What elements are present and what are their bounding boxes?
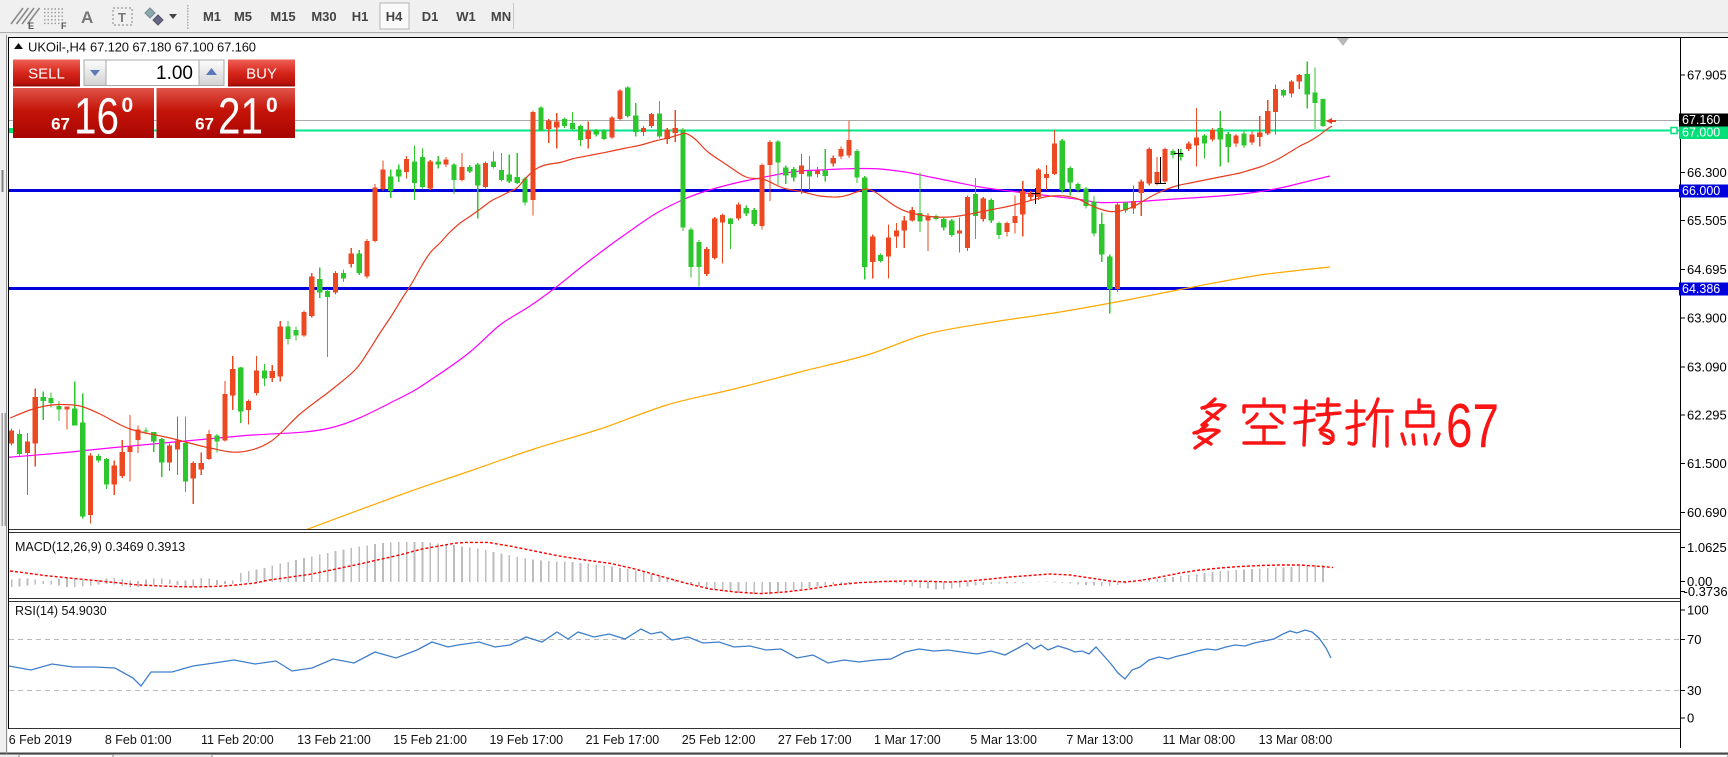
svg-text:64.695: 64.695 [1687, 262, 1727, 277]
svg-text:11 Feb 20:00: 11 Feb 20:00 [201, 733, 274, 747]
svg-text:UKOil-,H4: UKOil-,H4 [28, 40, 86, 55]
svg-text:H4: H4 [386, 9, 403, 24]
svg-text:RSI(14) 54.9030: RSI(14) 54.9030 [15, 604, 107, 618]
svg-text:H1: H1 [352, 9, 369, 24]
svg-text:W1: W1 [456, 9, 476, 24]
svg-text:66.000: 66.000 [1682, 184, 1720, 198]
svg-text:13 Feb 21:00: 13 Feb 21:00 [297, 733, 371, 747]
svg-text:67.120 67.180 67.100 67.160: 67.120 67.180 67.100 67.160 [90, 40, 256, 55]
svg-text:70: 70 [1687, 632, 1701, 647]
svg-text:13 Mar 08:00: 13 Mar 08:00 [1259, 733, 1333, 747]
svg-text:64.386: 64.386 [1682, 282, 1720, 296]
svg-text:21 Feb 17:00: 21 Feb 17:00 [586, 733, 660, 747]
svg-text:63.090: 63.090 [1687, 360, 1727, 375]
svg-text:19 Feb 17:00: 19 Feb 17:00 [489, 733, 563, 747]
svg-text:0: 0 [266, 94, 278, 117]
svg-text:67: 67 [195, 115, 214, 134]
svg-text:F: F [61, 21, 67, 31]
svg-text:M30: M30 [311, 9, 336, 24]
svg-text:7 Mar 13:00: 7 Mar 13:00 [1066, 733, 1133, 747]
svg-text:BUY: BUY [246, 66, 277, 83]
svg-text:M15: M15 [270, 9, 295, 24]
svg-text:60.690: 60.690 [1687, 505, 1727, 520]
svg-text:67.905: 67.905 [1687, 68, 1727, 83]
svg-text:62.295: 62.295 [1687, 408, 1727, 423]
svg-text:5 Mar 13:00: 5 Mar 13:00 [970, 733, 1037, 747]
svg-text:11 Mar 08:00: 11 Mar 08:00 [1163, 733, 1236, 747]
svg-text:0: 0 [1687, 711, 1694, 726]
svg-text:30: 30 [1687, 683, 1701, 698]
svg-text:67: 67 [51, 115, 70, 134]
svg-text:E: E [28, 21, 34, 31]
svg-text:67.160: 67.160 [1682, 113, 1720, 127]
svg-text:1 Mar 17:00: 1 Mar 17:00 [874, 733, 941, 747]
svg-text:15 Feb 21:00: 15 Feb 21:00 [393, 733, 467, 747]
svg-text:8 Feb 01:00: 8 Feb 01:00 [105, 733, 172, 747]
svg-text:MACD(12,26,9) 0.3469 0.3913: MACD(12,26,9) 0.3469 0.3913 [15, 540, 185, 554]
svg-text:67.000: 67.000 [1682, 126, 1720, 140]
svg-text:27 Feb 17:00: 27 Feb 17:00 [778, 733, 852, 747]
svg-text:6 Feb 2019: 6 Feb 2019 [9, 733, 72, 747]
svg-text:21: 21 [218, 88, 263, 145]
svg-text:M5: M5 [234, 9, 252, 24]
svg-text:M1: M1 [203, 9, 221, 24]
svg-text:66.300: 66.300 [1687, 165, 1727, 180]
svg-text:63.900: 63.900 [1687, 310, 1727, 325]
svg-text:SELL: SELL [28, 66, 65, 83]
svg-text:65.505: 65.505 [1687, 213, 1727, 228]
svg-text:MN: MN [491, 9, 511, 24]
svg-text:D1: D1 [422, 9, 439, 24]
svg-text:0.00: 0.00 [1687, 574, 1712, 589]
svg-text:61.500: 61.500 [1687, 456, 1727, 471]
svg-text:100: 100 [1687, 603, 1709, 618]
svg-text:67: 67 [1446, 392, 1499, 461]
svg-text:25 Feb 12:00: 25 Feb 12:00 [682, 733, 756, 747]
svg-text:16: 16 [74, 88, 119, 145]
svg-text:T: T [118, 10, 126, 25]
svg-text:1.0625: 1.0625 [1687, 540, 1727, 555]
svg-text:-0.3736: -0.3736 [1684, 584, 1728, 599]
svg-text:1.00: 1.00 [156, 63, 193, 84]
svg-text:A: A [81, 8, 93, 27]
svg-text:0: 0 [122, 94, 134, 117]
